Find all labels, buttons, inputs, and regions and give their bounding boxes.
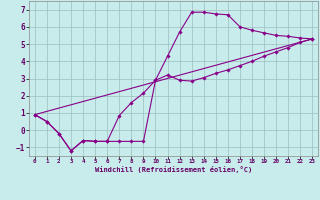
X-axis label: Windchill (Refroidissement éolien,°C): Windchill (Refroidissement éolien,°C) [95,166,252,173]
